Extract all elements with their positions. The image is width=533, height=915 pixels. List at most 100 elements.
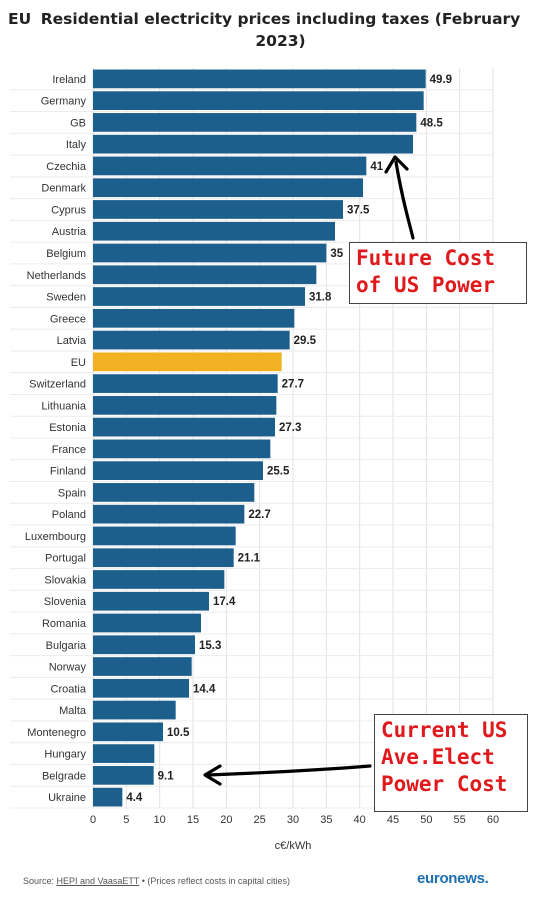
arrow-to-czechia-head — [384, 155, 409, 174]
bar — [93, 744, 155, 763]
source-link[interactable]: HEPI and VaasaETT — [56, 876, 140, 886]
bar — [93, 178, 363, 198]
x-tick-label: 55 — [454, 814, 466, 826]
category-label: GB — [70, 117, 86, 129]
data-label: 10.5 — [167, 727, 190, 739]
category-label: Romania — [42, 618, 87, 630]
category-label: EU — [71, 357, 86, 369]
bar — [93, 548, 234, 568]
bar — [93, 700, 176, 720]
bar — [93, 613, 201, 633]
bar — [93, 765, 154, 785]
bar — [93, 504, 245, 524]
data-label: 21.1 — [238, 553, 261, 565]
category-label: Latvia — [57, 335, 87, 347]
category-label: Czechia — [46, 161, 87, 173]
bar — [93, 678, 189, 698]
category-label: Switzerland — [29, 379, 86, 391]
category-label: Poland — [52, 509, 86, 521]
x-tick-label: 60 — [487, 814, 499, 826]
arrow-to-belgrade — [206, 764, 372, 777]
bar — [93, 134, 413, 154]
category-label: Luxembourg — [25, 531, 86, 543]
x-tick-label: 30 — [287, 814, 299, 826]
category-label: Malta — [59, 705, 87, 717]
x-tick-label: 50 — [420, 814, 432, 826]
bar — [93, 635, 195, 655]
bar — [93, 352, 282, 372]
data-label: 31.8 — [309, 292, 332, 304]
bar-chart: 0 5 10 15 20 25 30 35 40 45 50 55 60 Ireland 49.9 Germa… — [10, 68, 499, 852]
category-label: Belgium — [46, 248, 86, 260]
category-label: Lithuania — [41, 400, 87, 412]
category-label: Estonia — [49, 422, 87, 434]
category-label: Sweden — [46, 292, 86, 304]
category-label: Ireland — [52, 74, 86, 86]
category-label: Bulgaria — [46, 640, 87, 652]
bar — [93, 570, 225, 589]
x-tick-label: 10 — [154, 814, 166, 826]
category-label: Italy — [66, 139, 87, 151]
bar — [93, 221, 335, 241]
category-label: Belgrade — [42, 770, 86, 782]
data-label: 37.5 — [347, 204, 370, 216]
source-prefix: Source: — [23, 876, 57, 886]
bar — [93, 69, 426, 89]
bar — [93, 330, 290, 350]
x-tick-label: 40 — [354, 814, 366, 826]
x-tick-label: 25 — [254, 814, 266, 826]
bar — [93, 308, 295, 328]
data-label: 27.3 — [279, 422, 301, 434]
data-label: 48.5 — [420, 117, 443, 129]
category-label: Austria — [52, 226, 87, 238]
category-label: Montenegro — [27, 727, 86, 739]
category-label: Portugal — [45, 553, 86, 565]
data-label: 25.5 — [267, 466, 290, 478]
bar — [93, 483, 255, 502]
x-tick-label: 5 — [123, 814, 129, 826]
category-label: Hungary — [44, 749, 86, 761]
arrow-to-czechia — [394, 160, 415, 240]
source-suffix: • (Prices reflect costs in capital citie… — [139, 876, 290, 886]
data-label: 4.4 — [126, 792, 143, 804]
bar — [93, 156, 367, 176]
bar — [93, 417, 275, 437]
bar — [93, 591, 209, 611]
x-tick-label: 45 — [387, 814, 399, 826]
category-label: Finland — [50, 466, 86, 478]
category-label: Slovakia — [44, 574, 86, 586]
bar — [93, 287, 305, 306]
category-label: Croatia — [51, 683, 87, 695]
category-label: Spain — [58, 487, 86, 499]
bar — [93, 787, 123, 807]
chart-title: EU Residential electricity prices includ… — [0, 8, 533, 52]
data-label: 14.4 — [193, 683, 216, 695]
data-label: 35 — [330, 248, 343, 260]
bar — [93, 439, 271, 459]
data-label: 27.7 — [282, 379, 304, 391]
category-label: Cyprus — [51, 204, 86, 216]
bar — [93, 200, 343, 219]
bar — [93, 374, 278, 393]
category-label: Denmark — [41, 183, 86, 195]
data-label: 15.3 — [199, 640, 221, 652]
data-label: 22.7 — [248, 509, 270, 521]
title-prefix: EU — [8, 10, 32, 28]
x-tick-label: 35 — [320, 814, 332, 826]
bar — [93, 113, 417, 132]
annotation-future-cost: Future Cost of US Power — [349, 242, 527, 304]
x-tick-label: 20 — [220, 814, 232, 826]
data-label: 49.9 — [430, 74, 452, 86]
bar — [93, 91, 424, 111]
bar — [93, 265, 317, 285]
bar — [93, 243, 327, 263]
data-label: 17.4 — [213, 596, 236, 608]
category-label: Germany — [41, 96, 87, 108]
data-label: 29.5 — [294, 335, 317, 347]
bar — [93, 395, 277, 415]
x-axis-label: c€/kWh — [275, 840, 312, 852]
category-label: Ukraine — [48, 792, 86, 804]
category-label: Slovenia — [44, 596, 87, 608]
arrow-to-belgrade-head — [203, 764, 222, 786]
data-label: 41 — [370, 161, 383, 173]
